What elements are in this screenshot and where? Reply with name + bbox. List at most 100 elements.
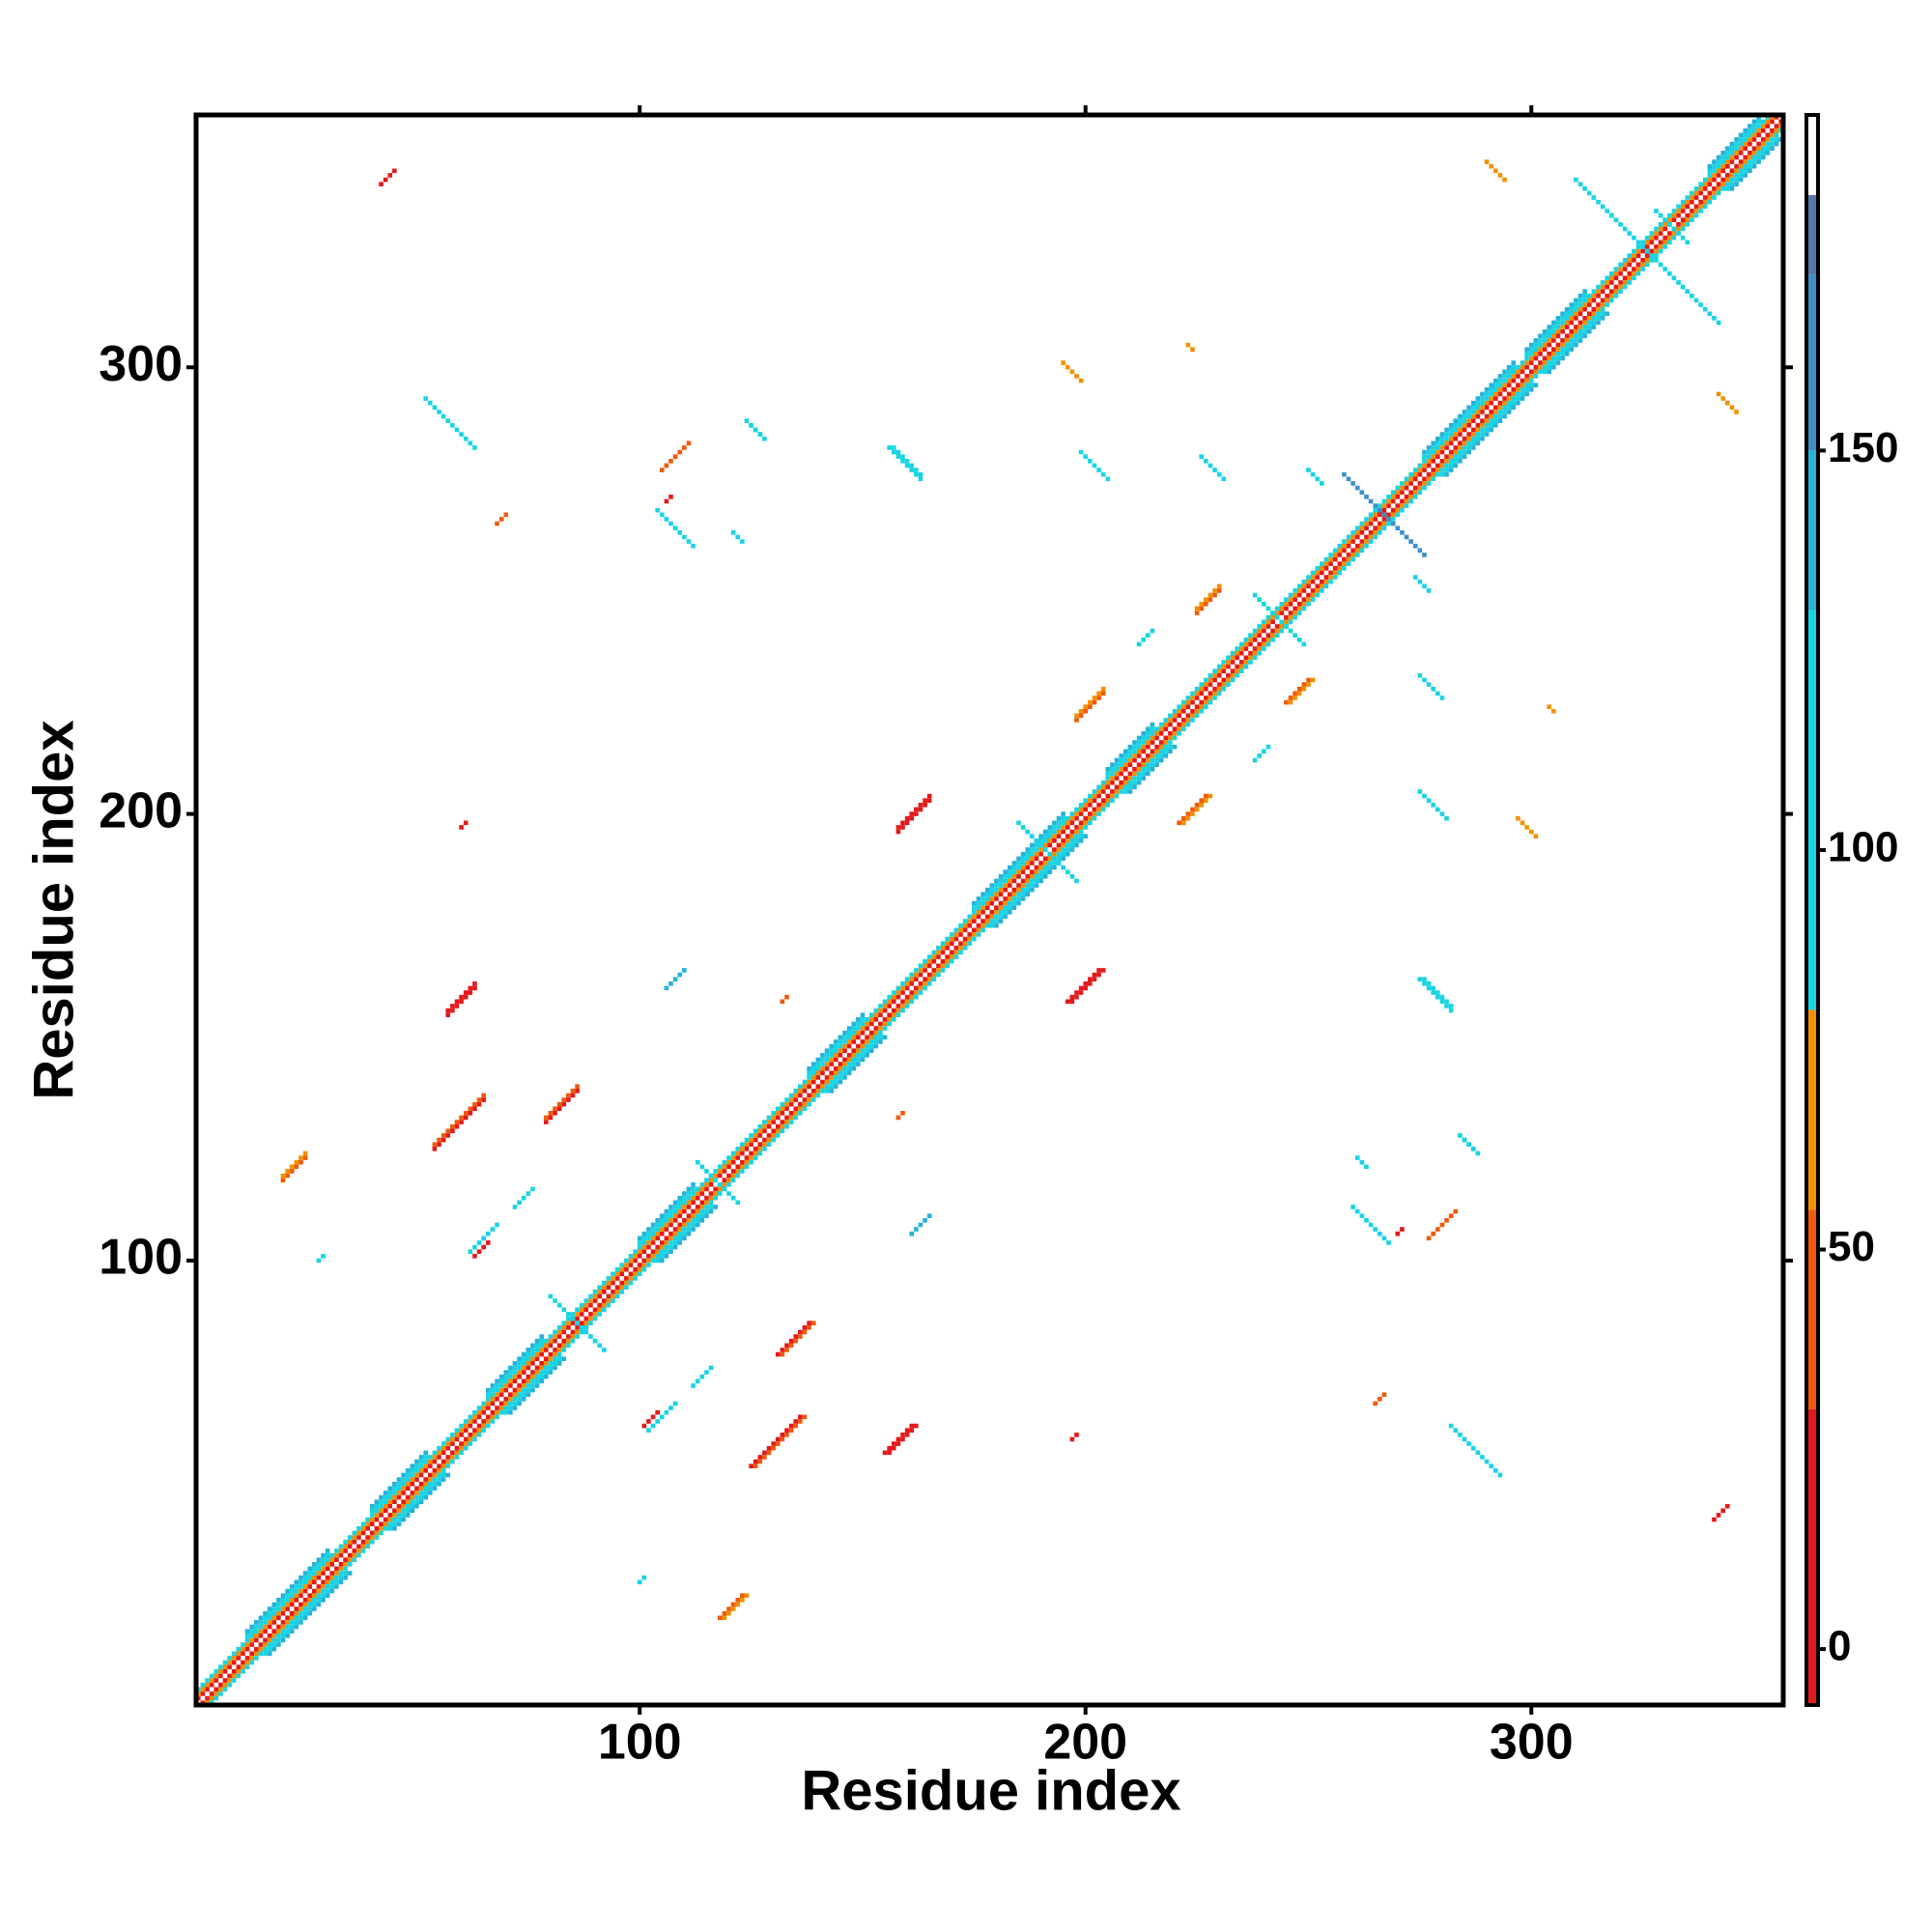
contact-strip <box>1417 977 1454 1013</box>
contact-strip-mirror <box>196 115 1779 1701</box>
contact-strip <box>895 1111 905 1121</box>
contact-strip <box>1180 793 1213 826</box>
y-axis-title: Residue index <box>22 720 85 1099</box>
colorbar-tick-label: 50 <box>1828 1223 1875 1270</box>
contact-strip <box>882 1423 915 1456</box>
contact-strip-mirror <box>432 1093 486 1148</box>
contact-strip <box>1122 744 1173 794</box>
contact-strip-mirror <box>655 507 696 549</box>
contact-strip-mirror <box>445 980 477 1013</box>
contact-strip-mirror <box>780 994 789 1005</box>
contact-strip <box>829 1035 888 1094</box>
contact-strip-mirror <box>196 115 1771 1692</box>
contact-strip-mirror <box>1574 177 1614 218</box>
contact-strip <box>994 834 1089 928</box>
contact-strip <box>1354 1155 1369 1170</box>
contact-strip <box>641 1409 660 1429</box>
contact-strip-mirror <box>1199 454 1227 482</box>
colorbar-band <box>1806 274 1818 451</box>
contact-strip <box>503 1356 562 1415</box>
contact-strip <box>387 1472 446 1531</box>
y-tick-label: 100 <box>99 1230 183 1286</box>
contact-strip <box>909 1213 932 1236</box>
colorbar-band <box>1806 1408 1818 1705</box>
contact-strip <box>1712 1503 1730 1522</box>
x-tick-label: 300 <box>1490 1715 1574 1771</box>
contact-strip-mirror <box>1194 583 1222 611</box>
plot-frame <box>193 112 1786 1708</box>
contact-strip-mirror <box>472 1240 491 1259</box>
contact-strip <box>717 1593 745 1621</box>
contact-strip-mirror <box>548 1293 580 1325</box>
contact-strip-mirror <box>637 1186 696 1245</box>
contact-strip-mirror <box>1484 159 1507 183</box>
x-tick-label: 100 <box>598 1715 682 1771</box>
contact-strip-mirror <box>1136 628 1155 647</box>
contact-strip-mirror <box>972 815 1065 910</box>
contact-strip <box>989 834 1084 928</box>
contact-strip-mirror <box>495 512 509 526</box>
contact-strip-mirror <box>1078 449 1111 482</box>
contact-strip <box>659 1205 718 1264</box>
contact-strip-mirror <box>749 423 767 441</box>
contact-strip <box>1065 968 1101 1005</box>
contact-strip-mirror <box>1342 471 1387 518</box>
contact-strip <box>263 1571 348 1657</box>
contact-strip-mirror <box>1105 722 1155 772</box>
contact-strip <box>887 1423 919 1456</box>
contact-strip <box>209 128 1784 1705</box>
contact-strip-mirror <box>1016 820 1053 857</box>
contact-strip-mirror <box>1074 686 1106 719</box>
contact-strip <box>1069 968 1106 1005</box>
contact-strip-mirror <box>468 1222 499 1255</box>
contact-strip-mirror <box>891 445 923 477</box>
colorbar-tick-label: 0 <box>1828 1623 1851 1670</box>
contact-strip <box>1412 575 1432 593</box>
contact-strip <box>824 1035 883 1094</box>
contact-strip-mirror <box>1306 468 1324 486</box>
colorbar-tick-label: 150 <box>1828 424 1898 471</box>
contact-strip-mirror <box>807 1012 866 1071</box>
contact-strip-mirror <box>664 495 673 504</box>
contact-strip-mirror <box>1422 364 1517 460</box>
contact-strip-mirror <box>637 1182 696 1241</box>
colorbar-band <box>1806 194 1818 275</box>
contact-strip <box>1444 383 1539 477</box>
contact-strip <box>1373 1392 1387 1406</box>
contact-strip-mirror <box>1105 726 1155 777</box>
contact-strip-mirror <box>445 985 477 1017</box>
contact-strip <box>1252 744 1271 763</box>
contact-strip <box>1644 248 1686 290</box>
contact-strip <box>691 1365 714 1388</box>
contact-strip-mirror <box>659 440 692 472</box>
colorbar-band <box>1806 1009 1818 1210</box>
contact-strip-mirror <box>807 1016 866 1076</box>
contact-strip <box>655 1205 714 1264</box>
contact-strip <box>1716 391 1739 414</box>
contact-strip-mirror <box>1707 115 1761 169</box>
contact-strip <box>1448 1423 1503 1478</box>
contact-strip <box>646 1401 678 1433</box>
y-tick-label: 300 <box>99 336 183 392</box>
contact-strip-mirror <box>485 1338 544 1397</box>
contact-strip-mirror <box>1061 360 1084 384</box>
contact-strip <box>1069 1432 1079 1442</box>
colorbar-band <box>1806 450 1818 611</box>
contact-strip <box>1516 815 1539 839</box>
contact-strip <box>575 1321 607 1352</box>
contact-strip <box>1426 1208 1459 1241</box>
contact-strip <box>1417 672 1445 700</box>
contact-strip <box>1417 789 1449 821</box>
contact-strip-mirror <box>244 1548 330 1634</box>
contact-strip <box>1439 383 1534 477</box>
contact-strip <box>1458 1133 1476 1151</box>
contact-strip-mirror <box>1422 360 1517 455</box>
contact-strip <box>1177 793 1208 826</box>
contact-strip-mirror <box>895 793 932 830</box>
contact-strip-mirror <box>369 1455 428 1514</box>
contact-strip <box>1381 512 1427 557</box>
colorbar-tick-label: 100 <box>1828 824 1898 871</box>
contact-strip-mirror <box>280 1151 308 1179</box>
contact-strip-mirror <box>512 1186 535 1209</box>
